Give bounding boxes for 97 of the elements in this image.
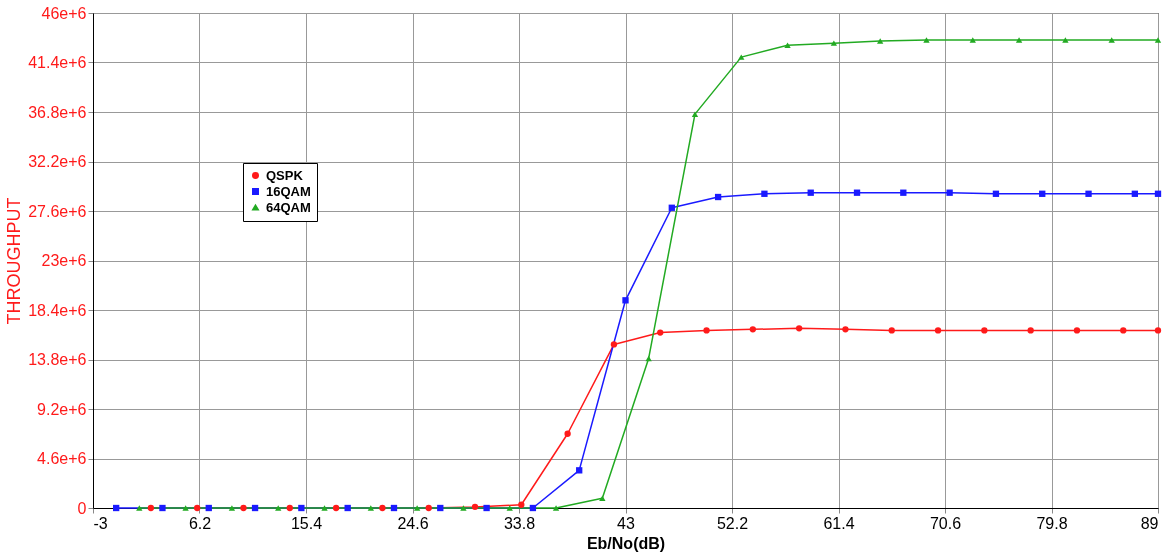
x-tick-label: 61.4 [823, 514, 855, 532]
x-tick-label: 70.6 [929, 514, 962, 532]
point [761, 190, 768, 197]
x-tick-label: 33.8 [503, 514, 536, 532]
point [367, 505, 374, 511]
x-tick-label: 6.2 [188, 514, 212, 532]
x-tick-label: 24.6 [397, 514, 429, 532]
point [529, 504, 537, 512]
point [332, 504, 340, 512]
point [228, 505, 236, 511]
point [425, 504, 432, 512]
point [992, 190, 1000, 197]
point [888, 327, 895, 334]
y-axis-title: THROUGHPUT [4, 197, 25, 325]
point [1062, 37, 1069, 43]
point [205, 504, 212, 512]
point [610, 341, 618, 348]
point [112, 504, 120, 512]
point [749, 326, 756, 333]
y-tick-label: 32.2e+6 [28, 153, 87, 170]
x-tick-label: 89 [1140, 514, 1159, 532]
point [900, 189, 907, 196]
point [738, 54, 745, 60]
x-tick-label: -3 [93, 514, 108, 532]
point [714, 193, 722, 201]
point [552, 505, 560, 511]
point [830, 40, 838, 46]
point [251, 504, 259, 512]
point [1039, 190, 1046, 197]
point [483, 504, 490, 512]
point [159, 504, 166, 512]
point [194, 504, 201, 512]
y-tick-label: 9.2e+6 [37, 400, 87, 418]
point [518, 501, 525, 508]
point [668, 204, 675, 211]
point [622, 297, 629, 304]
y-tick-label: 46e+6 [41, 4, 87, 22]
legend-label: QSPK [266, 167, 304, 183]
y-tick-label: 13.8e+6 [28, 351, 87, 368]
point [599, 495, 606, 502]
x-tick-label: 52.2 [716, 514, 749, 532]
x-tick-label: 79.8 [1036, 514, 1068, 532]
point [691, 111, 699, 117]
x-axis-title: Eb/No(dB) [586, 534, 666, 552]
point [471, 503, 479, 511]
point [298, 504, 305, 512]
legend-label: 64QAM [266, 199, 311, 215]
point [703, 327, 710, 334]
point [147, 504, 155, 512]
point [390, 504, 398, 512]
point [981, 327, 988, 334]
point [657, 329, 664, 336]
point [1027, 327, 1034, 334]
point [795, 325, 803, 332]
y-tick-label: 27.6e+6 [28, 202, 87, 220]
x-tick-label: 15.4 [290, 514, 323, 532]
point [842, 326, 849, 333]
point [564, 430, 571, 437]
point [437, 504, 444, 512]
legend-label: 16QAM [266, 183, 311, 199]
point [1154, 190, 1162, 197]
point [1154, 37, 1162, 43]
x-tick-label: 43 [617, 514, 635, 532]
point [275, 505, 282, 511]
point [321, 505, 328, 511]
point [946, 189, 953, 196]
point [853, 189, 861, 196]
point [923, 37, 930, 43]
point [460, 505, 467, 511]
point [576, 467, 583, 474]
y-tick-label: 0 [77, 499, 87, 517]
point [1154, 327, 1162, 334]
point [413, 505, 421, 511]
point [1015, 37, 1023, 43]
point [506, 505, 513, 511]
point [286, 504, 293, 512]
point [784, 42, 791, 49]
y-tick-label: 36.8e+6 [28, 103, 87, 121]
point [1108, 37, 1115, 43]
point [182, 505, 189, 511]
point [877, 38, 884, 44]
point [1073, 327, 1081, 334]
point [645, 355, 652, 362]
point [379, 504, 386, 512]
point [807, 189, 814, 196]
y-tick-label: 4.6e+6 [37, 450, 87, 467]
y-tick-label: 23e+6 [41, 252, 87, 269]
point [969, 37, 976, 43]
point [240, 504, 247, 512]
point [1120, 327, 1127, 334]
y-tick-label: 41.4e+6 [28, 54, 87, 71]
point [934, 327, 942, 334]
point [344, 504, 351, 512]
point [1131, 190, 1139, 197]
y-tick-label: 18.4e+6 [28, 301, 87, 319]
point [136, 505, 143, 511]
point [1085, 190, 1092, 197]
